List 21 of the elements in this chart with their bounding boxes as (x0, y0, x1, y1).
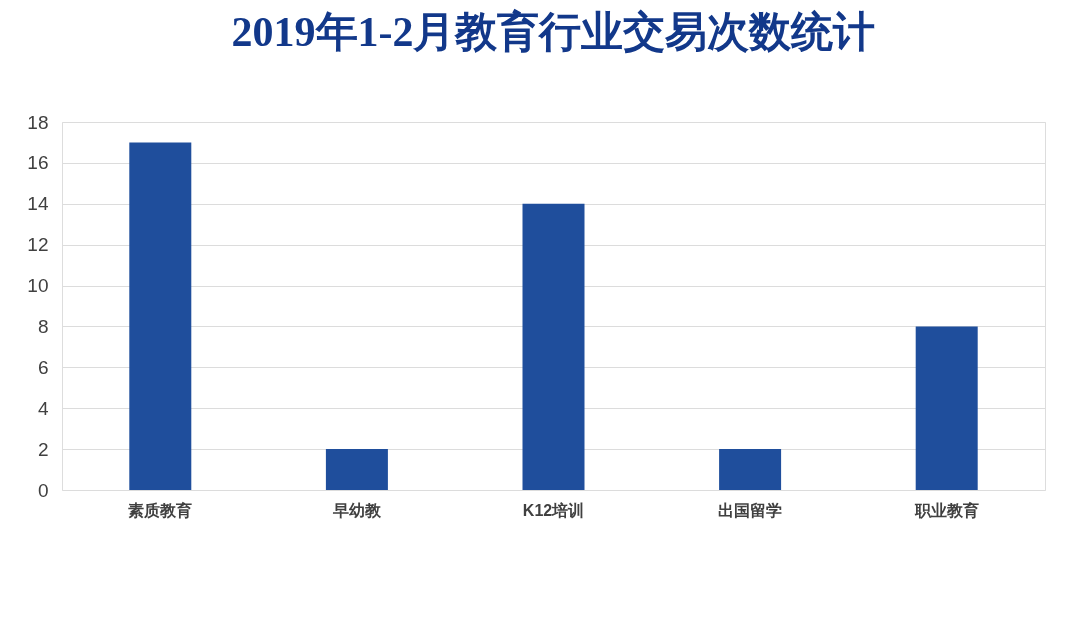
bar (325, 449, 388, 490)
y-tick-label: 10 (27, 275, 49, 297)
x-tick-label: K12培训 (522, 501, 585, 519)
y-tick-label: 16 (27, 152, 49, 174)
x-tick-label: 素质教育 (128, 500, 193, 519)
y-tick-label: 14 (27, 193, 49, 215)
y-tick-label: 8 (37, 315, 49, 337)
y-tick-label: 12 (27, 234, 49, 256)
bar (719, 449, 782, 490)
x-tick-label: 出国留学 (718, 501, 783, 519)
bar (522, 203, 585, 490)
y-tick-label: 18 (27, 111, 49, 133)
y-tick-label: 0 (37, 479, 49, 501)
bar (915, 326, 978, 490)
chart-title: 2019年1-2月教育行业交易次数统计 (231, 8, 876, 55)
y-tick-label: 2 (37, 438, 49, 460)
y-tick-label: 4 (37, 397, 49, 419)
x-tick-label: 早幼教 (331, 501, 382, 519)
bar (129, 142, 192, 490)
y-tick-label: 6 (37, 356, 49, 378)
x-tick-label: 职业教育 (913, 500, 979, 519)
